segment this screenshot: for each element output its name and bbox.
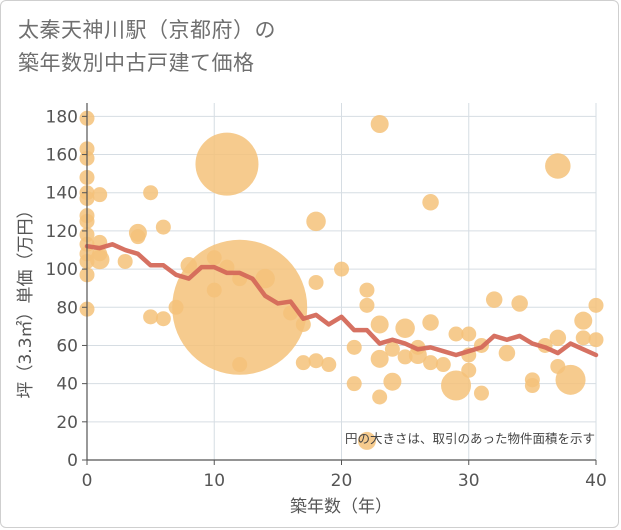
data-point bbox=[143, 185, 159, 201]
data-point bbox=[195, 132, 259, 196]
x-tick-label: 20 bbox=[331, 471, 353, 491]
data-point bbox=[232, 357, 248, 373]
data-point bbox=[549, 329, 567, 347]
data-point bbox=[155, 311, 171, 327]
data-point bbox=[295, 355, 311, 371]
y-tick-label: 40 bbox=[56, 375, 78, 395]
y-tick-label: 80 bbox=[56, 298, 78, 318]
chart-title-line-2: 築年数別中古戸建て価格 bbox=[18, 51, 255, 75]
data-point bbox=[485, 291, 503, 308]
data-point bbox=[359, 282, 375, 298]
data-point bbox=[498, 344, 516, 362]
axes: 0 20 40 60 80 100 120 140 160 180 0 10 20 30 40 bbox=[46, 103, 607, 491]
data-point bbox=[511, 295, 528, 312]
data-point bbox=[574, 311, 593, 330]
data-point bbox=[423, 355, 439, 371]
data-point bbox=[588, 297, 604, 313]
data-point bbox=[397, 349, 413, 365]
data-point bbox=[435, 357, 451, 373]
data-point bbox=[359, 297, 375, 313]
x-tick-label: 40 bbox=[585, 471, 607, 491]
bubble-size-note: 円の大きさは、取引のあった物件面積を示す bbox=[345, 431, 595, 446]
data-point bbox=[117, 253, 133, 269]
data-point bbox=[346, 376, 362, 392]
data-point bbox=[461, 326, 477, 342]
y-tick-label: 180 bbox=[46, 107, 78, 127]
data-point bbox=[555, 364, 586, 395]
data-point bbox=[357, 431, 376, 450]
data-point bbox=[321, 357, 337, 373]
x-tick-label: 10 bbox=[203, 471, 225, 491]
data-point bbox=[346, 339, 362, 355]
data-point bbox=[372, 389, 388, 405]
data-point bbox=[441, 370, 472, 401]
x-axis-title: 築年数（年） bbox=[290, 497, 392, 517]
data-point bbox=[588, 332, 604, 348]
data-point bbox=[92, 187, 108, 203]
y-tick-label: 20 bbox=[56, 413, 78, 433]
data-point bbox=[395, 318, 415, 339]
data-point bbox=[370, 315, 389, 334]
data-point bbox=[384, 341, 400, 357]
data-point bbox=[308, 353, 324, 369]
data-point bbox=[422, 314, 439, 331]
y-tick-label: 140 bbox=[46, 184, 78, 204]
chart-title-line-1: 太秦天神川駅（京都府）の bbox=[18, 18, 276, 42]
data-point bbox=[255, 268, 275, 289]
data-point bbox=[448, 326, 464, 342]
data-point bbox=[545, 153, 571, 179]
grid-lines bbox=[87, 103, 597, 460]
y-tick-label: 120 bbox=[46, 222, 78, 242]
trend-line bbox=[84, 242, 599, 358]
data-point bbox=[306, 211, 326, 232]
data-point bbox=[295, 316, 311, 332]
chart-title: 太秦天神川駅（京都府）の 築年数別中古戸建て価格 bbox=[18, 14, 276, 80]
y-tick-label: 100 bbox=[46, 260, 78, 280]
data-point bbox=[383, 372, 402, 391]
data-point bbox=[370, 349, 389, 368]
data-point bbox=[130, 229, 146, 245]
data-point bbox=[370, 115, 389, 133]
data-point bbox=[473, 385, 489, 401]
y-tick-label: 60 bbox=[56, 336, 78, 356]
data-point bbox=[155, 219, 171, 235]
trend-series bbox=[84, 242, 599, 358]
y-axis-title: 坪（3.3㎡）単価（万円） bbox=[16, 201, 36, 398]
data-point bbox=[461, 362, 477, 378]
data-point bbox=[89, 249, 110, 270]
x-tick-label: 30 bbox=[458, 471, 480, 491]
data-point bbox=[143, 309, 159, 325]
x-tick-label: 0 bbox=[82, 471, 93, 491]
y-tick-label: 0 bbox=[67, 451, 78, 471]
y-tick-label: 160 bbox=[46, 146, 78, 166]
data-point bbox=[524, 378, 540, 394]
data-point bbox=[334, 261, 349, 277]
data-point bbox=[422, 194, 439, 211]
data-point bbox=[575, 330, 591, 346]
data-point bbox=[308, 274, 324, 290]
